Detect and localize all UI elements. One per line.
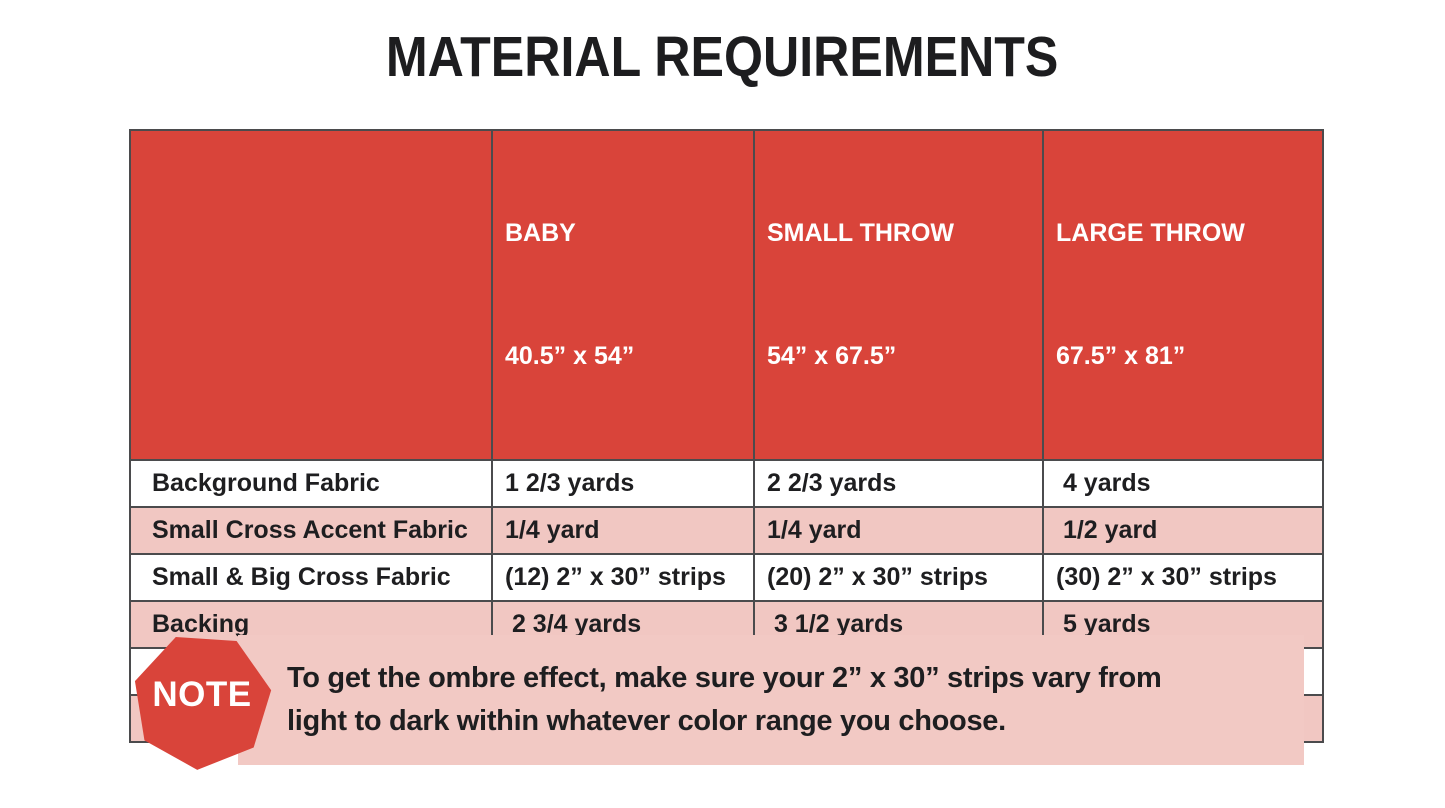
row-label-cell: Background Fabric — [129, 459, 493, 508]
column-size: 40.5” x 54” — [505, 342, 635, 370]
note-text-line: To get the ombre effect, make sure your … — [287, 662, 1162, 694]
value-cell: (30) 2” x 30” strips — [1042, 553, 1324, 602]
table-header-row: BABY 40.5” x 54” SMALL THROW 54” x 67.5”… — [129, 129, 1324, 461]
row-label-cell: Small & Big Cross Fabric — [129, 553, 493, 602]
note-badge: NOTE — [132, 632, 272, 770]
column-title: LARGE THROW — [1056, 219, 1245, 247]
value-cell: (12) 2” x 30” strips — [491, 553, 755, 602]
column-title: BABY — [505, 219, 576, 247]
column-title: SMALL THROW — [767, 219, 955, 247]
value-cell: 1/4 yard — [753, 506, 1044, 555]
column-size: 67.5” x 81” — [1056, 342, 1186, 370]
header-small-throw-cell: SMALL THROW 54” x 67.5” — [753, 129, 1044, 461]
header-baby-cell: BABY 40.5” x 54” — [491, 129, 755, 461]
value-cell: 2 2/3 yards — [753, 459, 1044, 508]
value-cell: 1 2/3 yards — [491, 459, 755, 508]
value-cell: 1/4 yard — [491, 506, 755, 555]
header-large-throw-cell: LARGE THROW 67.5” x 81” — [1042, 129, 1324, 461]
heptagon-icon — [134, 636, 272, 770]
table-row: Background Fabric 1 2/3 yards 2 2/3 yard… — [129, 459, 1324, 508]
title-container: MATERIAL REQUIREMENTS — [0, 24, 1445, 90]
table-row: Small Cross Accent Fabric 1/4 yard 1/4 y… — [129, 506, 1324, 555]
value-cell: 1/2 yard — [1042, 506, 1324, 555]
table-row: Small & Big Cross Fabric (12) 2” x 30” s… — [129, 553, 1324, 602]
header-empty-cell — [129, 129, 493, 461]
page-title: MATERIAL REQUIREMENTS — [386, 25, 1059, 89]
column-size: 54” x 67.5” — [767, 342, 897, 370]
note-text-line: light to dark within whatever color rang… — [287, 705, 1006, 737]
note-banner: To get the ombre effect, make sure your … — [238, 635, 1304, 765]
note-badge-label: NOTE — [152, 675, 252, 714]
row-label-cell: Small Cross Accent Fabric — [129, 506, 493, 555]
value-cell: 4 yards — [1042, 459, 1324, 508]
value-cell: (20) 2” x 30” strips — [753, 553, 1044, 602]
